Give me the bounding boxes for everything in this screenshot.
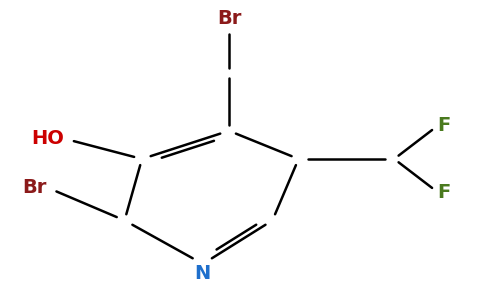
Text: Br: Br bbox=[217, 9, 241, 28]
Text: F: F bbox=[438, 116, 451, 135]
Text: HO: HO bbox=[31, 129, 64, 148]
Text: N: N bbox=[195, 264, 211, 283]
Text: F: F bbox=[438, 183, 451, 202]
Text: Br: Br bbox=[22, 178, 46, 196]
